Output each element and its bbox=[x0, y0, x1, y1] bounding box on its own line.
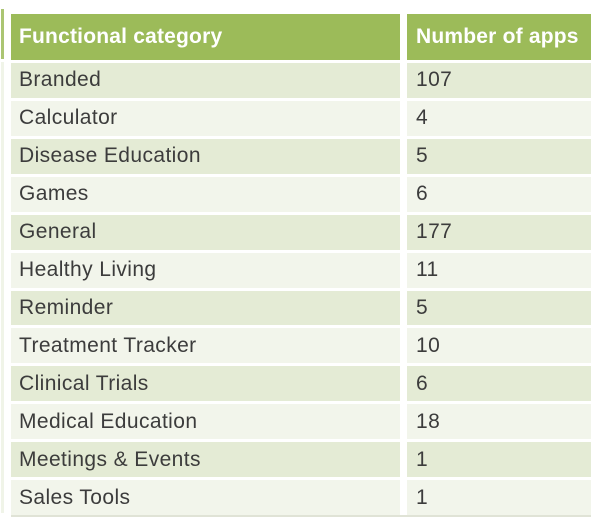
apps-category-table: Functional category Number of apps Brand… bbox=[11, 14, 591, 517]
category-cell: Disease Education bbox=[11, 138, 400, 174]
category-cell: Medical Education bbox=[11, 404, 400, 440]
table-row: Sales Tools 1 bbox=[11, 480, 591, 516]
category-cell: Treatment Tracker bbox=[11, 328, 400, 364]
count-cell: 1 bbox=[407, 442, 591, 478]
count-cell: 5 bbox=[407, 290, 591, 326]
table-row: Treatment Tracker 10 bbox=[11, 328, 591, 364]
table-row: Clinical Trials 6 bbox=[11, 366, 591, 402]
count-cell: 10 bbox=[407, 328, 591, 364]
count-cell: 177 bbox=[407, 214, 591, 250]
column-header-number-of-apps: Number of apps bbox=[407, 14, 591, 60]
table-row: Meetings & Events 1 bbox=[11, 442, 591, 478]
table-row: Healthy Living 11 bbox=[11, 252, 591, 288]
category-cell: Reminder bbox=[11, 290, 400, 326]
count-cell: 1 bbox=[407, 480, 591, 516]
count-cell: 6 bbox=[407, 366, 591, 402]
table-row: Disease Education 5 bbox=[11, 138, 591, 174]
table-row: Medical Education 18 bbox=[11, 404, 591, 440]
count-cell: 6 bbox=[407, 176, 591, 212]
cropped-adjacent-shape-edge-lower bbox=[1, 62, 4, 513]
category-cell: General bbox=[11, 214, 400, 250]
table-header-row: Functional category Number of apps bbox=[11, 14, 591, 60]
count-cell: 18 bbox=[407, 404, 591, 440]
count-cell: 5 bbox=[407, 138, 591, 174]
count-cell: 107 bbox=[407, 63, 591, 98]
category-cell: Healthy Living bbox=[11, 252, 400, 288]
category-cell: Meetings & Events bbox=[11, 442, 400, 478]
table-row: Games 6 bbox=[11, 176, 591, 212]
category-cell: Clinical Trials bbox=[11, 366, 400, 402]
table-row: Calculator 4 bbox=[11, 100, 591, 136]
table-row: Reminder 5 bbox=[11, 290, 591, 326]
category-cell: Calculator bbox=[11, 100, 400, 136]
category-cell: Branded bbox=[11, 63, 400, 98]
count-cell: 11 bbox=[407, 252, 591, 288]
table-row: General 177 bbox=[11, 214, 591, 250]
count-cell: 4 bbox=[407, 100, 591, 136]
table-row: Branded 107 bbox=[11, 63, 591, 98]
column-header-functional-category: Functional category bbox=[11, 14, 400, 60]
category-cell: Games bbox=[11, 176, 400, 212]
category-cell: Sales Tools bbox=[11, 480, 400, 516]
cropped-adjacent-shape-edge bbox=[1, 9, 4, 59]
